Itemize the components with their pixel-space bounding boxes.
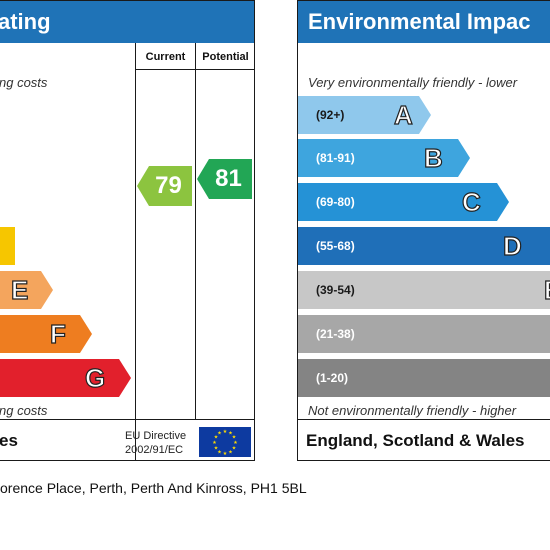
- energy-band-g: G: [0, 359, 131, 397]
- current-column-header: Current: [145, 51, 186, 63]
- energy-rating-panel: ating Current Potential ng costs E F G 7…: [0, 0, 255, 461]
- environment-footer-region: England, Scotland & Wales: [306, 431, 525, 450]
- potential-rating-arrow: 81: [197, 159, 252, 199]
- svg-text:★: ★: [228, 431, 233, 437]
- environment-band-a: (92+) A: [298, 96, 431, 134]
- environment-band-b: (81-91) B: [298, 139, 470, 177]
- potential-column-header: Potential: [202, 51, 249, 63]
- svg-text:★: ★: [214, 435, 219, 441]
- svg-text:★: ★: [232, 446, 237, 452]
- eu-directive-label: EU Directive 2002/91/EC: [125, 430, 187, 456]
- environment-band-c: (69-80) C: [298, 183, 509, 221]
- svg-text:★: ★: [223, 429, 228, 435]
- energy-bottom-note: ng costs: [0, 403, 48, 418]
- svg-text:★: ★: [232, 435, 237, 441]
- property-address: orence Place, Perth, Perth And Kinross, …: [0, 480, 307, 496]
- potential-column-divider: [195, 43, 196, 419]
- header-divider: [135, 69, 254, 70]
- energy-band-f: F: [0, 315, 92, 353]
- svg-text:★: ★: [212, 440, 217, 446]
- svg-text:★: ★: [217, 431, 222, 437]
- environment-top-note: Very environmentally friendly - lower: [308, 75, 518, 90]
- svg-text:★: ★: [217, 450, 222, 456]
- energy-footer-divider: [0, 419, 254, 420]
- svg-text:★: ★: [214, 446, 219, 452]
- environment-band-e: (39-54) E: [298, 271, 550, 309]
- environmental-impact-title: Environmental Impac: [298, 1, 550, 43]
- current-column-divider: [135, 43, 136, 460]
- svg-text:★: ★: [223, 451, 228, 457]
- environment-band-f: (21-38): [298, 315, 550, 353]
- environment-bottom-note: Not environmentally friendly - higher: [308, 403, 517, 418]
- energy-band-e: E: [0, 271, 53, 309]
- energy-band-d: [0, 227, 15, 265]
- energy-footer-region: es: [0, 431, 18, 450]
- current-rating-arrow: 79: [137, 166, 192, 206]
- energy-top-note: ng costs: [0, 75, 48, 90]
- svg-text:★: ★: [233, 440, 238, 446]
- energy-rating-title: ating: [0, 1, 254, 43]
- eu-flag-icon: ★ ★ ★ ★ ★ ★ ★ ★ ★ ★ ★ ★: [199, 427, 251, 457]
- environment-footer-divider: [298, 419, 550, 420]
- environment-band-g: (1-20): [298, 359, 550, 397]
- environmental-impact-panel: Environmental Impac Very environmentally…: [297, 0, 550, 461]
- svg-text:★: ★: [228, 450, 233, 456]
- environment-band-d: (55-68) D: [298, 227, 550, 265]
